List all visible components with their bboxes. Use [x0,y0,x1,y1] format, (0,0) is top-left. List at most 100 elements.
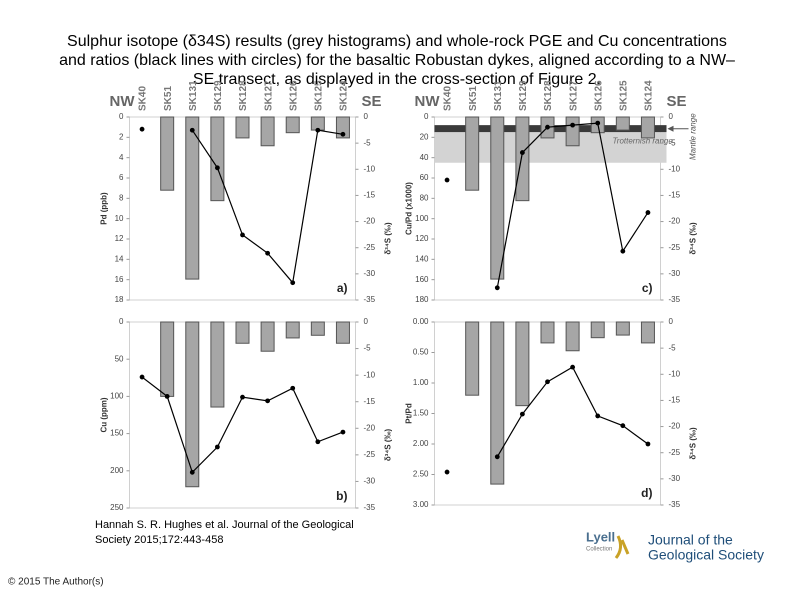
bar [615,321,630,336]
y-tick-label: 2 [119,132,124,141]
y-tick-label: 0.50 [413,348,429,357]
bar [465,116,480,191]
y2-tick-label: -25 [364,450,376,459]
y2-axis-title: δ³⁴S (‰) [689,427,698,460]
y2-tick-label: -20 [669,217,681,226]
bar [515,321,530,407]
data-point [444,177,450,183]
category-label: SK124 [644,80,655,111]
panel-label: c) [642,281,653,295]
y2-tick-label: 0 [669,112,674,121]
data-point [519,150,525,155]
y2-tick-label: -5 [669,138,677,147]
data-point [494,285,500,291]
bar [640,116,655,139]
bar [515,116,530,202]
citation: Hannah S. R. Hughes et al. Journal of th… [95,519,354,531]
y-axis-title: Cu (ppm) [100,397,109,432]
logo-journal: Geological Society [648,547,764,563]
data-point [240,232,245,238]
category-label: SK125 [313,80,324,111]
y-tick-label: 80 [420,193,429,202]
y-tick-label: 40 [420,153,429,162]
y-tick-label: 0 [119,112,124,121]
bar [465,321,480,396]
y-tick-label: 180 [415,295,429,304]
y-tick-label: 12 [115,234,124,243]
panel-label: d) [641,486,652,500]
y-tick-label: 18 [115,295,124,304]
category-label: SK126 [593,80,604,111]
category-label: SK131 [188,80,199,111]
panel-label: b) [336,489,347,503]
y-tick-label: 2.50 [413,470,429,479]
panel-label: a) [337,281,348,295]
y2-tick-label: -25 [364,243,376,252]
bar [490,116,505,280]
y-tick-label: 200 [110,466,124,475]
y2-tick-label: -15 [669,396,681,405]
band-label: Trotternish range [613,137,674,146]
data-point [645,441,651,447]
bar [565,321,580,352]
bar [235,116,250,139]
category-label: SK124 [339,80,350,111]
slide-title: and ratios (black lines with circles) fo… [59,52,735,69]
y-tick-label: 150 [110,429,124,438]
bar [490,321,505,485]
data-point [315,439,321,445]
bar [260,321,275,352]
data-point [189,469,195,475]
bar [210,116,225,202]
data-point [340,131,346,137]
slide-title: SE transect, as displayed in the cross-s… [193,71,601,88]
bar [285,321,300,339]
data-point [570,364,576,370]
y2-tick-label: -35 [669,500,681,509]
y-tick-label: 16 [115,275,124,284]
data-point [214,444,220,450]
bar [160,321,175,397]
bar [210,321,225,408]
bar [310,321,325,336]
y2-tick-label: -10 [669,369,681,378]
y2-tick-label: -5 [669,343,677,352]
data-point [595,413,601,419]
copyright: © 2015 The Author(s) [8,577,104,588]
y-tick-label: 1.50 [413,409,429,418]
y2-axis-title: δ³⁴S (‰) [384,428,393,461]
logo-name: Lyell [586,529,615,544]
y2-tick-label: -30 [669,269,681,278]
y-tick-label: 100 [415,214,429,223]
y2-tick-label: -15 [364,191,376,200]
data-point [444,469,450,475]
data-point [645,210,651,215]
logo-icon [614,535,630,559]
category-label: SK125 [618,80,629,111]
y2-tick-label: -10 [364,370,376,379]
data-point [545,124,550,130]
data-point [620,423,626,429]
y-tick-label: 60 [420,173,429,182]
category-label: SK127 [568,80,579,111]
y2-tick-label: -20 [364,217,376,226]
y-tick-label: 0 [424,112,429,121]
y-tick-label: 0.00 [413,317,429,326]
direction-label: NW [110,93,136,110]
y-tick-label: 3.00 [413,500,429,509]
y2-tick-label: 0 [364,317,369,326]
y-tick-label: 160 [415,275,429,284]
y-axis-title: Cu/Pd (x1000) [405,182,414,235]
category-label: SK51 [163,86,174,111]
y-tick-label: 50 [115,354,124,363]
data-point [164,394,170,399]
y-tick-label: 6 [119,173,124,182]
category-label: SK126 [288,80,299,111]
category-label: SK40 [138,86,149,111]
bar [235,321,250,344]
data-point [315,127,321,133]
category-label: SK127 [263,80,274,111]
data-point [240,394,245,400]
y2-tick-label: -30 [364,269,376,278]
